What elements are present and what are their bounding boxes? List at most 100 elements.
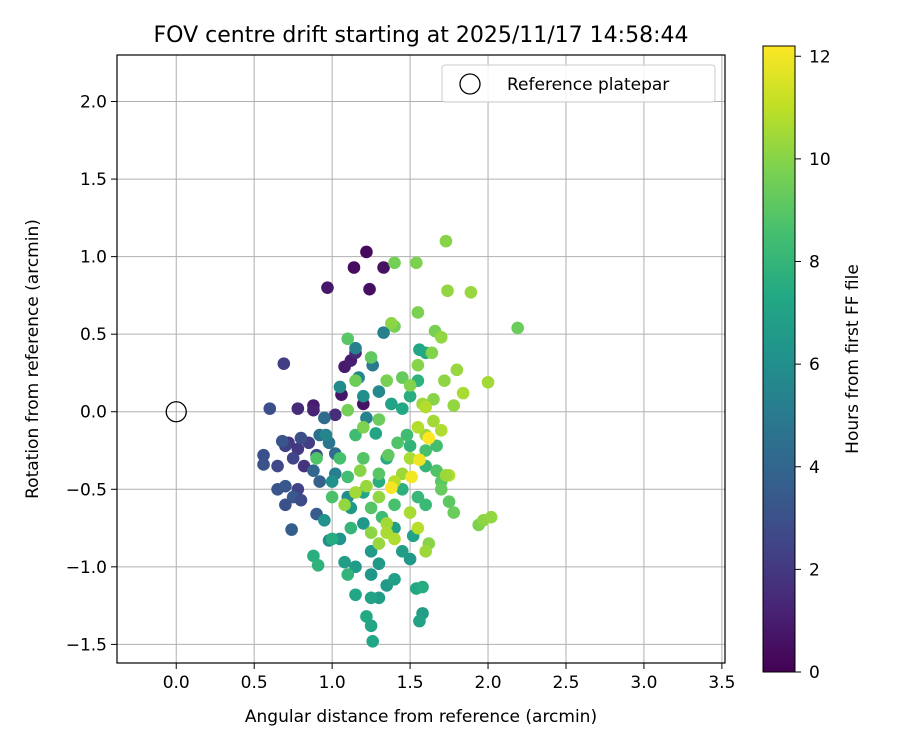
data-point	[364, 501, 378, 515]
data-point	[416, 580, 429, 594]
data-point	[357, 420, 370, 434]
data-point	[275, 434, 289, 448]
data-point	[341, 332, 355, 346]
data-point	[294, 431, 308, 445]
data-point	[263, 402, 277, 415]
data-point	[385, 317, 398, 330]
data-point	[395, 482, 409, 496]
x-tick-label: 1.0	[319, 673, 346, 693]
data-point	[391, 436, 404, 450]
chart-title: FOV centre drift starting at 2025/11/17 …	[154, 23, 689, 48]
data-point	[357, 451, 370, 465]
data-point	[395, 545, 409, 558]
data-point	[381, 448, 395, 462]
data-point	[349, 428, 362, 442]
data-point	[434, 330, 448, 344]
data-point	[464, 286, 478, 299]
data-point	[442, 495, 456, 508]
data-point	[410, 256, 423, 270]
data-point	[291, 442, 305, 456]
data-point	[456, 386, 470, 400]
data-point	[372, 490, 386, 504]
data-point	[380, 517, 394, 530]
x-tick-label: 0.0	[163, 673, 190, 693]
colorbar-tick-label: 0	[809, 663, 820, 683]
data-point	[403, 379, 417, 392]
data-point	[411, 358, 425, 372]
data-point	[279, 479, 292, 493]
x-tick-label: 0.5	[241, 673, 268, 693]
data-point	[364, 526, 378, 540]
data-point	[434, 482, 448, 496]
data-point	[388, 572, 401, 586]
data-point	[311, 558, 325, 572]
data-point	[413, 614, 426, 628]
plot-area-frame	[116, 54, 726, 664]
data-point	[388, 532, 401, 546]
y-axis-ticks: −1.5 −1.0 −0.5 0.0 0.5 1.0 1.5 2.0	[66, 93, 117, 655]
data-point	[447, 506, 461, 519]
data-point	[380, 374, 394, 388]
data-point	[364, 351, 378, 364]
data-point	[360, 610, 373, 623]
colorbar-label: Hours from first FF file	[843, 264, 863, 454]
data-point	[333, 380, 347, 394]
data-point	[277, 357, 291, 370]
data-point	[364, 591, 378, 605]
y-tick-label: 1.5	[80, 170, 107, 190]
colorbar-tick-label: 6	[809, 355, 820, 375]
legend-label-reference: Reference platepar	[507, 75, 669, 95]
data-point	[364, 568, 378, 581]
data-point	[341, 403, 355, 417]
data-point	[325, 532, 339, 546]
colorbar	[762, 45, 796, 673]
y-tick-label: 2.0	[80, 93, 107, 113]
data-point	[333, 451, 347, 465]
data-point	[353, 464, 367, 477]
data-point	[419, 400, 432, 414]
data-point	[349, 486, 362, 499]
data-point	[377, 326, 390, 339]
data-point	[511, 321, 524, 335]
legend-box	[441, 64, 716, 103]
data-point	[349, 341, 362, 355]
data-point	[271, 459, 284, 473]
y-tick-label: 1.0	[80, 248, 107, 268]
reference-platepar-marker	[165, 401, 187, 423]
data-point	[400, 428, 414, 442]
data-points	[257, 234, 524, 648]
y-tick-label: −1.5	[66, 635, 107, 655]
data-point	[349, 560, 362, 574]
data-point	[388, 256, 401, 270]
data-point	[377, 261, 390, 274]
data-point	[388, 498, 401, 512]
data-point	[279, 498, 292, 512]
data-point	[441, 284, 454, 298]
y-tick-label: 0.5	[80, 325, 107, 345]
data-point	[411, 420, 425, 434]
data-point	[403, 439, 417, 453]
data-point	[307, 403, 320, 417]
data-point	[347, 261, 361, 274]
data-point	[369, 427, 383, 440]
data-point	[484, 510, 498, 524]
colorbar-tick-label: 10	[809, 150, 831, 170]
data-point	[372, 467, 386, 481]
data-point	[349, 588, 362, 602]
data-point	[310, 451, 323, 465]
data-point	[318, 514, 331, 527]
data-point	[325, 490, 339, 504]
data-point	[313, 475, 326, 488]
data-point	[294, 493, 308, 507]
data-point	[338, 555, 351, 569]
data-point	[338, 498, 351, 512]
data-point	[349, 374, 362, 388]
data-point	[439, 469, 453, 482]
data-point	[297, 459, 311, 473]
data-point	[434, 424, 448, 437]
data-point	[360, 245, 373, 259]
data-point	[425, 346, 439, 360]
colorbar-tick-label: 4	[809, 458, 820, 478]
data-point	[439, 234, 453, 248]
data-point	[419, 498, 432, 512]
